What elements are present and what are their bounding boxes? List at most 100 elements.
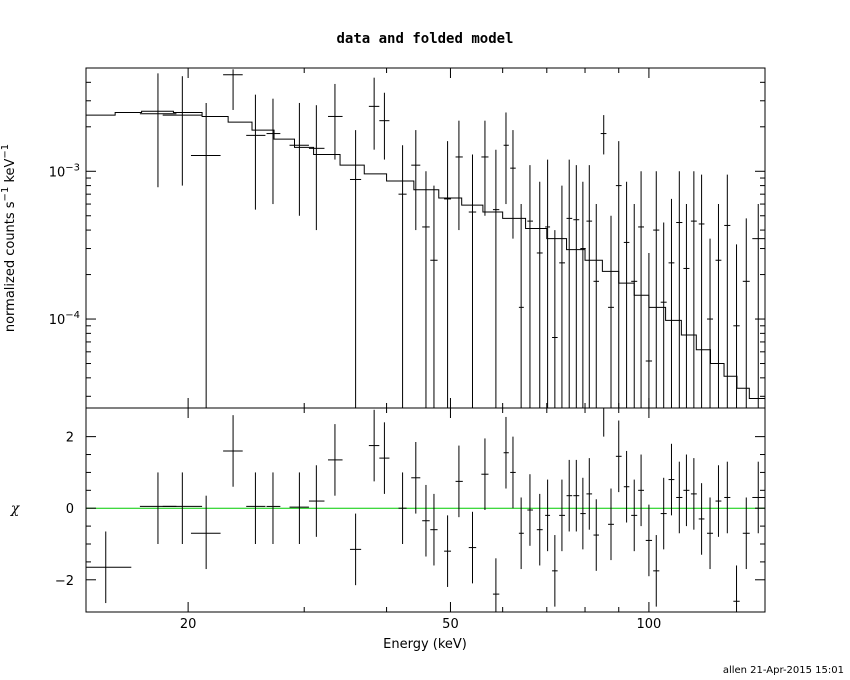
residual-point-52 bbox=[733, 565, 740, 612]
spectrum-point-34 bbox=[600, 115, 607, 155]
residual-point-7 bbox=[289, 472, 309, 544]
spectrum-point-46 bbox=[690, 171, 697, 408]
residual-point-8 bbox=[308, 465, 325, 537]
spectrum-point-17 bbox=[455, 120, 463, 231]
spectrum-point-7 bbox=[308, 105, 325, 231]
residual-point-33 bbox=[586, 458, 593, 530]
residual-point-11 bbox=[368, 409, 380, 482]
residual-point-9 bbox=[328, 424, 343, 496]
residual-point-21 bbox=[492, 558, 500, 612]
spectrum-point-26 bbox=[545, 159, 551, 408]
spectrum-point-29 bbox=[566, 159, 573, 408]
residual-point-38 bbox=[623, 450, 630, 523]
spectrum-point-39 bbox=[638, 171, 645, 408]
spectrum-point-2 bbox=[190, 102, 221, 408]
folded-model-line bbox=[86, 110, 766, 406]
spectrum-point-42 bbox=[660, 222, 667, 408]
spectrum-point-19 bbox=[481, 120, 489, 216]
spectrum-y-axis-label: normalized counts s−1 keV−1 bbox=[0, 144, 18, 332]
spectrum-point-50 bbox=[724, 174, 731, 408]
residual-point-15 bbox=[422, 484, 430, 557]
chart-title: data and folded model bbox=[336, 31, 513, 47]
spectrum-point-48 bbox=[707, 238, 714, 408]
x-tick-label: 100 bbox=[636, 617, 661, 632]
y-tick-label: −2 bbox=[55, 574, 74, 589]
spectrum-point-35 bbox=[608, 215, 614, 408]
spectrum-point-8 bbox=[328, 83, 343, 160]
residual-point-40 bbox=[638, 454, 645, 527]
x-tick-label: 50 bbox=[442, 617, 459, 632]
residual-point-36 bbox=[608, 488, 614, 561]
spectrum-point-37 bbox=[623, 181, 630, 408]
residual-point-12 bbox=[379, 422, 390, 494]
y-tick-label: 0 bbox=[66, 502, 74, 517]
spectrum-point-43 bbox=[668, 198, 675, 408]
spectrum-data-points bbox=[139, 69, 765, 408]
residual-point-51 bbox=[724, 461, 731, 534]
footer-stamp: allen 21-Apr-2015 15:01 bbox=[722, 665, 844, 676]
residual-point-17 bbox=[444, 515, 452, 587]
residual-y-axis-label: χ bbox=[10, 501, 21, 517]
spectrum-point-6 bbox=[289, 102, 309, 216]
spectrum-point-5 bbox=[266, 98, 281, 205]
y-tick-label: 2 bbox=[66, 431, 74, 446]
spectrum-point-3 bbox=[223, 69, 243, 110]
residual-point-3 bbox=[190, 495, 221, 570]
spectrum-point-22 bbox=[510, 130, 516, 239]
spectrum-point-16 bbox=[444, 141, 452, 408]
spectrum-point-21 bbox=[503, 112, 509, 205]
spectrum-point-45 bbox=[683, 204, 690, 408]
spectrum-point-41 bbox=[653, 171, 660, 408]
residual-point-26 bbox=[536, 493, 543, 566]
residual-point-6 bbox=[266, 472, 281, 544]
spectrum-point-53 bbox=[752, 204, 765, 408]
residual-point-28 bbox=[552, 535, 558, 607]
spectrum-point-38 bbox=[631, 204, 638, 408]
residual-point-29 bbox=[559, 479, 566, 552]
spectrum-axes: 10−3 10−4 bbox=[49, 67, 766, 409]
residual-point-48 bbox=[698, 483, 705, 555]
spectrum-point-4 bbox=[246, 94, 266, 210]
x-axis-label: Energy (keV) bbox=[383, 637, 467, 652]
residual-point-22 bbox=[503, 416, 509, 489]
residual-point-5 bbox=[246, 472, 266, 544]
model-step-line bbox=[86, 110, 766, 406]
residual-point-30 bbox=[566, 459, 573, 532]
residual-point-43 bbox=[660, 477, 667, 550]
residual-point-39 bbox=[631, 479, 638, 552]
spectrum-point-15 bbox=[430, 185, 438, 408]
residual-point-32 bbox=[580, 477, 586, 550]
residual-data-points bbox=[86, 408, 765, 612]
y-tick-label: 10−4 bbox=[49, 310, 80, 328]
residual-point-23 bbox=[510, 436, 516, 509]
spectrum-point-9 bbox=[349, 130, 362, 408]
residual-point-4 bbox=[223, 415, 243, 487]
spectrum-point-14 bbox=[422, 171, 430, 408]
spectrum-point-24 bbox=[527, 165, 533, 408]
spectrum-point-33 bbox=[593, 204, 599, 408]
residual-point-31 bbox=[573, 459, 580, 532]
spectrum-point-13 bbox=[411, 130, 421, 231]
spectrum-point-20 bbox=[492, 149, 500, 408]
residual-point-24 bbox=[518, 497, 524, 570]
residual-point-19 bbox=[468, 511, 477, 584]
residual-point-50 bbox=[715, 465, 722, 537]
spectrum-point-47 bbox=[698, 174, 705, 408]
spectrum-point-32 bbox=[586, 165, 593, 408]
spectrum-panel: 10−3 10−4 normalized counts s−1 keV−1 bbox=[0, 67, 766, 409]
spectrum-point-25 bbox=[536, 181, 543, 408]
residual-point-27 bbox=[545, 479, 551, 552]
residual-point-42 bbox=[653, 535, 660, 607]
residual-point-34 bbox=[593, 499, 599, 571]
residual-point-18 bbox=[455, 445, 463, 518]
residual-point-0 bbox=[86, 531, 132, 604]
spectrum-point-28 bbox=[559, 185, 566, 408]
spectrum-point-11 bbox=[379, 92, 390, 160]
residual-point-53 bbox=[742, 497, 750, 570]
residual-point-49 bbox=[707, 497, 714, 570]
residual-point-10 bbox=[349, 513, 362, 586]
spectrum-point-27 bbox=[552, 230, 558, 408]
